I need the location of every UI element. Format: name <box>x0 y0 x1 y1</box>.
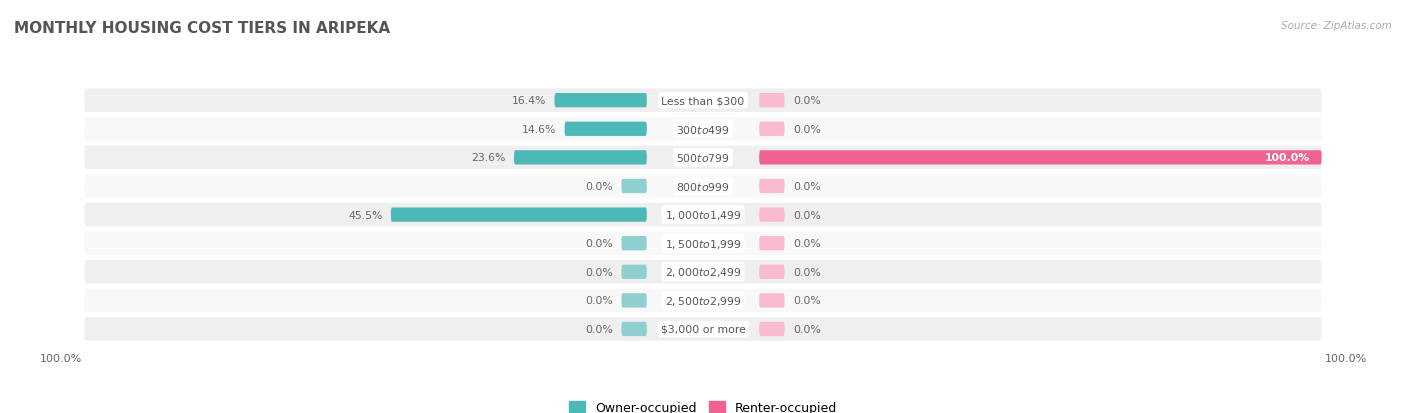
FancyBboxPatch shape <box>621 322 647 336</box>
Text: 0.0%: 0.0% <box>793 210 821 220</box>
FancyBboxPatch shape <box>759 322 785 336</box>
Text: 23.6%: 23.6% <box>471 153 506 163</box>
Text: $500 to $799: $500 to $799 <box>676 152 730 164</box>
FancyBboxPatch shape <box>621 179 647 194</box>
Text: $2,500 to $2,999: $2,500 to $2,999 <box>665 294 741 307</box>
FancyBboxPatch shape <box>759 237 785 251</box>
FancyBboxPatch shape <box>759 265 785 279</box>
FancyBboxPatch shape <box>621 265 647 279</box>
Text: $800 to $999: $800 to $999 <box>676 180 730 192</box>
Text: MONTHLY HOUSING COST TIERS IN ARIPEKA: MONTHLY HOUSING COST TIERS IN ARIPEKA <box>14 21 391 36</box>
Text: Less than $300: Less than $300 <box>661 96 745 106</box>
Legend: Owner-occupied, Renter-occupied: Owner-occupied, Renter-occupied <box>568 401 838 413</box>
Text: 0.0%: 0.0% <box>793 124 821 135</box>
FancyBboxPatch shape <box>84 89 1322 113</box>
Text: 0.0%: 0.0% <box>585 296 613 306</box>
Text: 0.0%: 0.0% <box>793 324 821 334</box>
FancyBboxPatch shape <box>759 94 785 108</box>
Text: 0.0%: 0.0% <box>585 324 613 334</box>
Text: 45.5%: 45.5% <box>349 210 382 220</box>
Text: 0.0%: 0.0% <box>585 182 613 192</box>
Text: 100.0%: 100.0% <box>1324 353 1367 363</box>
FancyBboxPatch shape <box>84 203 1322 227</box>
Text: 0.0%: 0.0% <box>585 239 613 249</box>
FancyBboxPatch shape <box>759 294 785 308</box>
Text: 0.0%: 0.0% <box>793 239 821 249</box>
FancyBboxPatch shape <box>554 94 647 108</box>
FancyBboxPatch shape <box>759 208 785 222</box>
Text: $1,000 to $1,499: $1,000 to $1,499 <box>665 209 741 221</box>
Text: $2,000 to $2,499: $2,000 to $2,499 <box>665 266 741 279</box>
FancyBboxPatch shape <box>84 261 1322 284</box>
Text: $3,000 or more: $3,000 or more <box>661 324 745 334</box>
Text: 16.4%: 16.4% <box>512 96 546 106</box>
Text: 0.0%: 0.0% <box>585 267 613 277</box>
Text: 0.0%: 0.0% <box>793 296 821 306</box>
FancyBboxPatch shape <box>759 151 1322 165</box>
FancyBboxPatch shape <box>84 289 1322 312</box>
Text: Source: ZipAtlas.com: Source: ZipAtlas.com <box>1281 21 1392 31</box>
FancyBboxPatch shape <box>84 318 1322 341</box>
FancyBboxPatch shape <box>515 151 647 165</box>
FancyBboxPatch shape <box>759 122 785 137</box>
Text: 14.6%: 14.6% <box>522 124 557 135</box>
FancyBboxPatch shape <box>84 118 1322 141</box>
Text: 0.0%: 0.0% <box>793 182 821 192</box>
Text: 0.0%: 0.0% <box>793 267 821 277</box>
FancyBboxPatch shape <box>621 294 647 308</box>
FancyBboxPatch shape <box>84 146 1322 170</box>
Text: 100.0%: 100.0% <box>39 353 82 363</box>
FancyBboxPatch shape <box>84 175 1322 198</box>
FancyBboxPatch shape <box>84 232 1322 255</box>
Text: 100.0%: 100.0% <box>1265 153 1310 163</box>
Text: 0.0%: 0.0% <box>793 96 821 106</box>
Text: $300 to $499: $300 to $499 <box>676 123 730 135</box>
FancyBboxPatch shape <box>565 122 647 137</box>
FancyBboxPatch shape <box>391 208 647 222</box>
Text: $1,500 to $1,999: $1,500 to $1,999 <box>665 237 741 250</box>
FancyBboxPatch shape <box>621 237 647 251</box>
FancyBboxPatch shape <box>759 179 785 194</box>
